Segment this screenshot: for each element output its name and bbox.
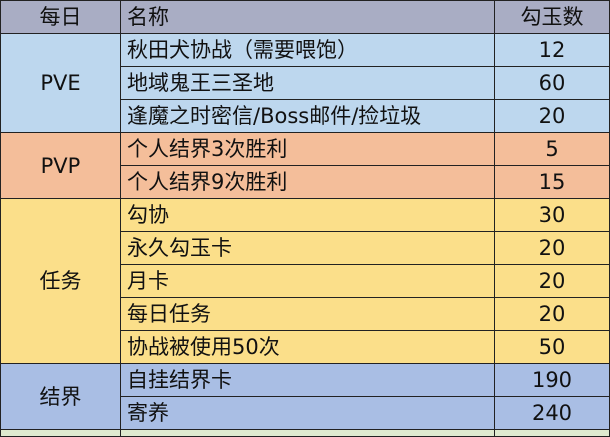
table-row: 任务 勾协 30 xyxy=(0,198,610,364)
name-cell: 月卡 xyxy=(120,264,495,298)
category-cell: 结界 xyxy=(0,363,121,430)
category-cell: PVP xyxy=(0,132,121,199)
name-cell: 勾协 xyxy=(120,198,495,232)
value-cell: 20 xyxy=(494,231,610,265)
value-cell: 60 xyxy=(494,66,610,100)
name-cell: 自挂结界卡 xyxy=(120,363,495,397)
value-cell: 15 xyxy=(494,165,610,199)
value-cell: 20 xyxy=(494,99,610,133)
table-row: PVE 秋田犬协战（需要喂饱） 12 xyxy=(0,33,610,133)
category-cell: 任务 xyxy=(0,198,121,364)
table-row: 地域鬼王三圣地 60 xyxy=(1,66,610,100)
value-cell: 30 xyxy=(494,198,610,232)
table-row: 结界 自挂结界卡 190 xyxy=(0,363,610,430)
name-cell: 寄养 xyxy=(120,396,495,430)
partial-row xyxy=(0,429,610,437)
value-cell: 20 xyxy=(494,297,610,331)
name-cell: 永久勾玉卡 xyxy=(120,231,495,265)
value-cell: 50 xyxy=(494,330,610,364)
name-cell: 地域鬼王三圣地 xyxy=(120,66,495,100)
name-cell: 秋田犬协战（需要喂饱） xyxy=(120,33,495,67)
table-row: 个人结界9次胜利 15 xyxy=(1,165,610,199)
empty-cell xyxy=(120,429,495,437)
name-cell: 协战被使用50次 xyxy=(120,330,495,364)
header-category: 每日 xyxy=(0,0,121,34)
value-cell: 20 xyxy=(494,264,610,298)
value-cell: 190 xyxy=(494,363,610,397)
header-value: 勾玉数 xyxy=(494,0,610,34)
category-cell: PVE xyxy=(0,33,121,133)
name-cell: 每日任务 xyxy=(120,297,495,331)
name-cell: 逢魔之时密信/Boss邮件/捡垃圾 xyxy=(120,99,495,133)
empty-cell xyxy=(0,429,121,437)
table-row: 每日任务 20 xyxy=(1,297,610,331)
value-cell: 12 xyxy=(494,33,610,67)
table-row: 月卡 20 xyxy=(1,264,610,298)
header-row: 每日 名称 勾玉数 xyxy=(0,0,610,34)
header-name: 名称 xyxy=(120,0,495,34)
value-cell: 5 xyxy=(494,132,610,166)
table-row: PVP 个人结界3次胜利 5 xyxy=(0,132,610,199)
empty-cell xyxy=(494,429,610,437)
name-cell: 个人结界9次胜利 xyxy=(120,165,495,199)
table-row: 永久勾玉卡 20 xyxy=(1,231,610,265)
value-cell: 240 xyxy=(494,396,610,430)
table-row: 协战被使用50次 50 xyxy=(1,330,610,364)
name-cell: 个人结界3次胜利 xyxy=(120,132,495,166)
